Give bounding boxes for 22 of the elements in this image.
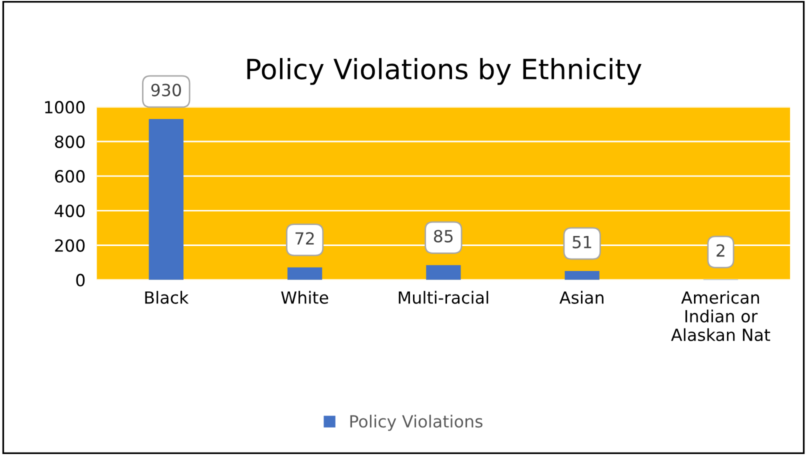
chart-title: Policy Violations by Ethnicity bbox=[247, 58, 642, 85]
x-tick-label: Multi-racial bbox=[398, 290, 488, 304]
x-tick-label: Black bbox=[145, 290, 189, 304]
y-tick-label: 1000 bbox=[45, 100, 85, 114]
data-label: 85 bbox=[434, 230, 453, 242]
x-tick-label: White bbox=[281, 290, 328, 304]
y-tick-label: 800 bbox=[55, 135, 85, 148]
data-label: 72 bbox=[296, 232, 314, 244]
legend-label: Policy Violations bbox=[350, 414, 482, 431]
y-tick-label: 0 bbox=[76, 274, 85, 286]
data-label: 2 bbox=[716, 244, 724, 257]
x-tick-label: American Indian or Alaskan Nat bbox=[671, 290, 770, 342]
bar bbox=[287, 267, 322, 280]
data-label: 51 bbox=[572, 236, 592, 248]
bar bbox=[564, 271, 600, 280]
bar bbox=[426, 265, 461, 280]
y-tick-label: 200 bbox=[55, 239, 85, 252]
data-label: 930 bbox=[151, 84, 181, 96]
y-tick-label: 400 bbox=[54, 204, 85, 218]
y-tick-label: 600 bbox=[55, 170, 85, 183]
bar bbox=[148, 119, 184, 280]
x-tick-label: Asian bbox=[559, 290, 604, 304]
